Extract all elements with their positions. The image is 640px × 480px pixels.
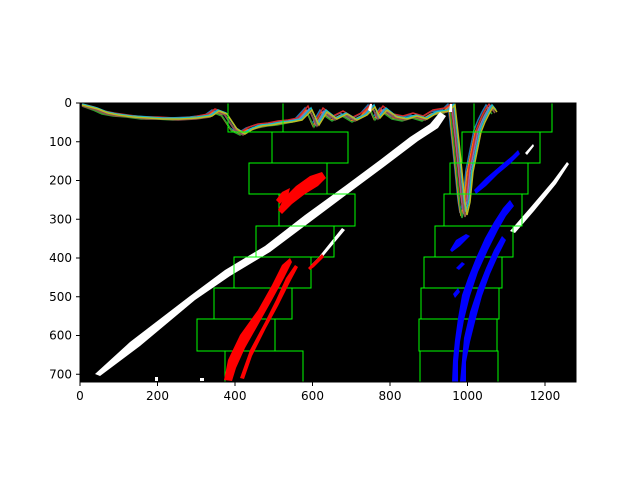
x-tick-label: 400 [224,389,247,403]
right-lane-pixels [450,150,520,382]
x-tick-label: 0 [76,389,84,403]
y-tick-label: 200 [49,174,72,188]
y-tick-label: 400 [49,251,72,265]
y-tick-label: 300 [49,212,72,226]
x-tick-label: 600 [301,389,324,403]
x-axis: 0 200 400 600 800 1000 1200 [76,382,560,403]
x-tick-label: 1000 [452,389,483,403]
right-lane-windows [418,103,553,382]
axes-frame [79,102,577,383]
left-lane-pixels [224,172,326,381]
y-tick-label: 0 [64,96,72,110]
y-tick-label: 500 [49,290,72,304]
plot-content [81,103,569,382]
y-tick-label: 100 [49,135,72,149]
y-tick-label: 700 [49,367,72,381]
x-tick-label: 800 [379,389,402,403]
x-tick-label: 200 [146,389,169,403]
x-tick-label: 1200 [530,389,561,403]
histogram-curves [81,103,498,219]
plot-area [80,103,576,382]
y-axis: 0 100 200 300 400 500 600 700 [49,96,80,381]
y-tick-label: 600 [49,329,72,343]
